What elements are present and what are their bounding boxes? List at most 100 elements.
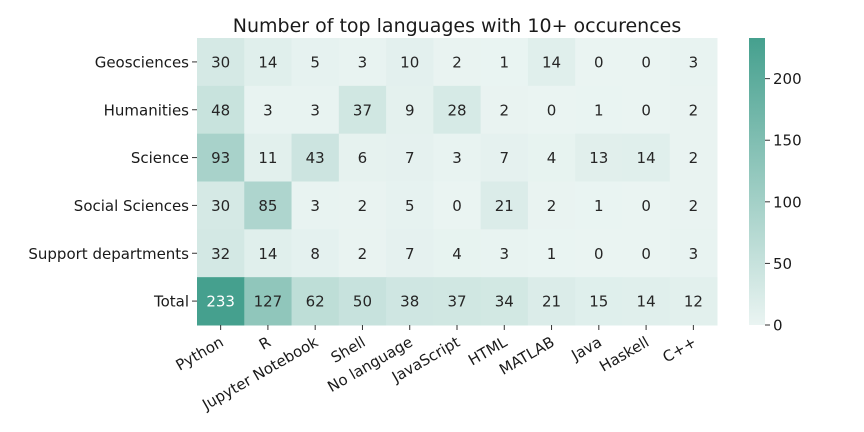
row-labels: Geosciences Humanities Science Social Scien… — [28, 53, 197, 311]
heatmap-cell — [338, 38, 387, 87]
heatmap-cell — [575, 277, 623, 326]
heatmap-cell — [338, 229, 387, 278]
cell-value-label: 10 — [400, 53, 419, 71]
heatmap-cell — [527, 133, 576, 182]
heatmap-cell — [386, 277, 434, 326]
cell-value-label: 15 — [589, 293, 608, 311]
cell-value-label: 85 — [258, 197, 277, 215]
heatmap-cell — [622, 277, 671, 326]
heatmap-cell — [480, 133, 529, 182]
cell-value-label: 4 — [452, 245, 462, 263]
cell-value-label: 21 — [542, 293, 561, 311]
cell-value-label: 0 — [641, 101, 651, 119]
heatmap-cell — [386, 181, 434, 230]
heatmap-cell — [669, 133, 718, 182]
cell-value-label: 2 — [689, 149, 699, 167]
cell-value-label: 4 — [547, 149, 557, 167]
cell-value-label: 3 — [310, 101, 320, 119]
heatmap-cell — [197, 38, 245, 87]
cell-value-label: 30 — [211, 53, 230, 71]
cell-value-label: 93 — [211, 149, 230, 167]
heatmap-cell — [197, 229, 245, 278]
cell-value-label: 0 — [452, 197, 462, 215]
cell-value-label: 7 — [405, 245, 415, 263]
cell-value-label: 32 — [211, 245, 230, 263]
row-label: Geosciences — [95, 53, 189, 71]
cell-value-label: 0 — [641, 53, 651, 71]
heatmap-cell — [527, 229, 576, 278]
chart-title: Number of top languages with 10+ occuren… — [233, 15, 682, 37]
colorbar-tick-label: 150 — [773, 132, 802, 150]
cell-value-label: 43 — [306, 149, 325, 167]
heatmap-cell — [669, 229, 718, 278]
heatmap-cell — [291, 277, 340, 326]
heatmap-cell — [197, 85, 245, 135]
heatmap-cell — [527, 277, 576, 326]
heatmap-cell — [575, 133, 623, 182]
cell-value-label: 28 — [447, 101, 466, 119]
row-label: Humanities — [104, 101, 190, 119]
heatmap-cell — [527, 181, 576, 230]
cell-value-label: 3 — [452, 149, 462, 167]
heatmap-cells: 30 14 5 3 10 2 1 14 0 0 348 3 3 37 9 28 2 0 1 0 293 11 43 6 7 3 7 4… — [197, 38, 718, 326]
cell-value-label: 50 — [353, 293, 372, 311]
cell-value-label: 14 — [258, 53, 277, 71]
cell-value-label: 3 — [310, 197, 320, 215]
cell-value-label: 1 — [547, 245, 557, 263]
column-label: Haskell — [596, 333, 652, 376]
heatmap-cell — [433, 277, 482, 326]
heatmap-cell — [197, 181, 245, 230]
cell-value-label: 3 — [689, 53, 699, 71]
cell-value-label: 1 — [594, 197, 604, 215]
column-label: MATLAB — [496, 333, 557, 379]
cell-value-label: 12 — [684, 293, 703, 311]
heatmap-cell — [669, 38, 718, 87]
cell-value-label: 3 — [499, 245, 509, 263]
cell-value-label: 5 — [310, 53, 320, 71]
cell-value-label: 2 — [689, 101, 699, 119]
cell-value-label: 1 — [594, 101, 604, 119]
cell-value-label: 48 — [211, 101, 230, 119]
heatmap-cell — [480, 229, 529, 278]
heatmap-cell — [622, 85, 671, 135]
heatmap-cell — [291, 229, 340, 278]
colorbar — [749, 38, 765, 325]
heatmap-cell — [244, 277, 293, 326]
heatmap-cell — [622, 133, 671, 182]
heatmap-cell — [480, 38, 529, 87]
heatmap-cell — [575, 85, 623, 135]
heatmap-cell — [433, 38, 482, 87]
heatmap-cell — [669, 181, 718, 230]
heatmap-cell — [291, 85, 340, 135]
cell-value-label: 2 — [547, 197, 557, 215]
row-label: Support departments — [28, 245, 189, 263]
cell-value-label: 14 — [637, 149, 656, 167]
cell-value-label: 9 — [405, 101, 415, 119]
heatmap-cell — [338, 277, 387, 326]
heatmap-cell — [575, 229, 623, 278]
heatmap-cell — [386, 85, 434, 135]
heatmap-cell — [480, 277, 529, 326]
heatmap-cell — [527, 85, 576, 135]
heatmap-cell — [386, 38, 434, 87]
cell-value-label: 3 — [263, 101, 273, 119]
heatmap-cell — [480, 181, 529, 230]
heatmap-cell — [433, 181, 482, 230]
cell-value-label: 0 — [641, 245, 651, 263]
cell-value-label: 2 — [358, 197, 368, 215]
column-label: Python — [173, 333, 227, 375]
heatmap-cell — [244, 133, 293, 182]
heatmap-cell — [244, 85, 293, 135]
heatmap-cell — [433, 229, 482, 278]
colorbar-tick-label: 50 — [773, 255, 792, 273]
colorbar-tick-label: 0 — [773, 317, 783, 335]
heatmap-cell — [244, 38, 293, 87]
heatmap-cell — [622, 38, 671, 87]
heatmap-cell — [338, 181, 387, 230]
cell-value-label: 14 — [637, 293, 656, 311]
cell-value-label: 38 — [400, 293, 419, 311]
cell-value-label: 6 — [358, 149, 368, 167]
row-label: Social Sciences — [74, 197, 189, 215]
cell-value-label: 30 — [211, 197, 230, 215]
cell-value-label: 2 — [358, 245, 368, 263]
